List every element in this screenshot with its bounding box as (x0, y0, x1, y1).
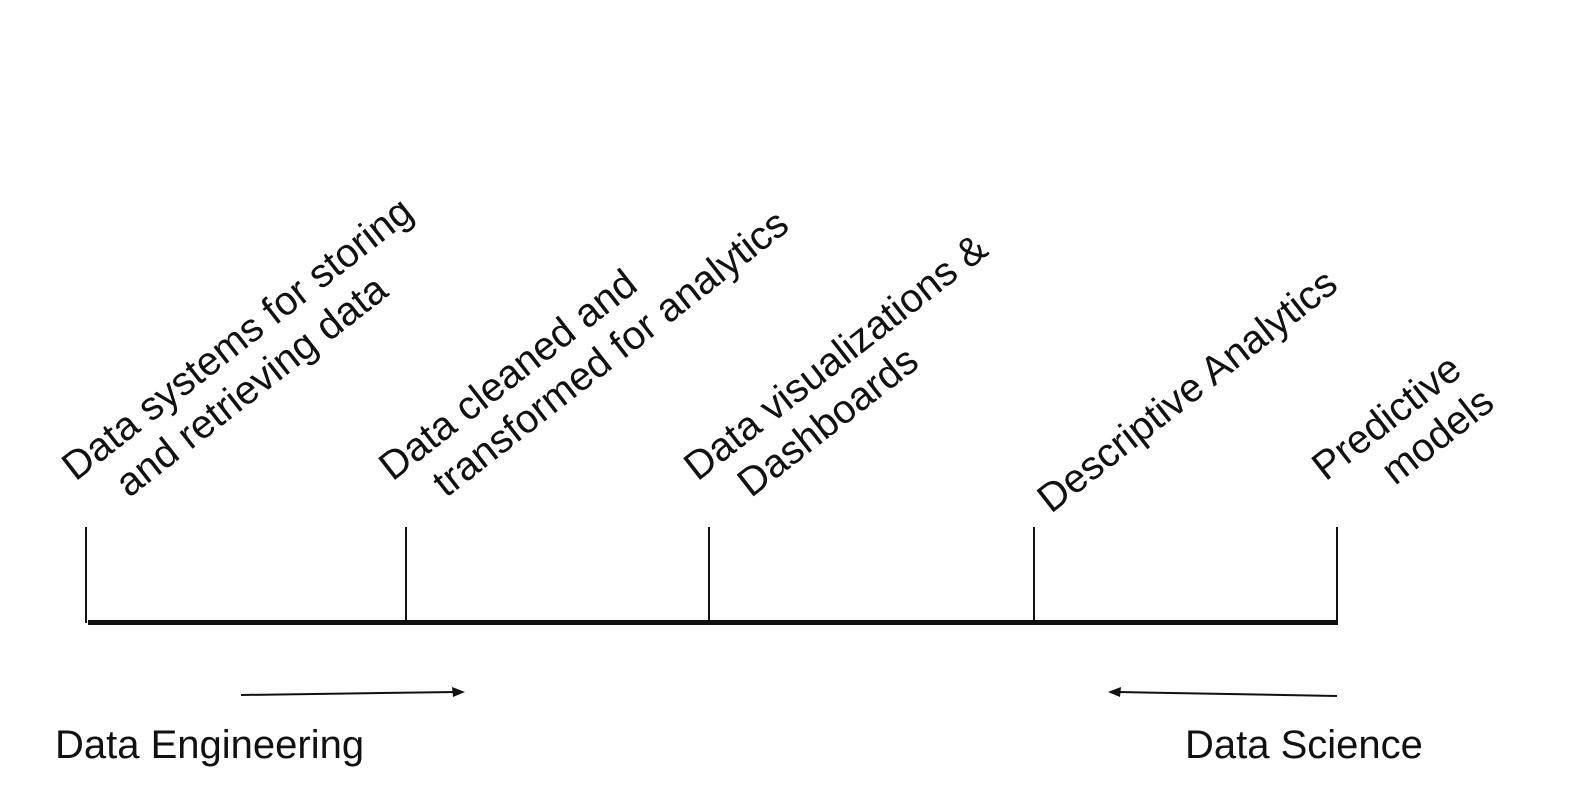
stage-label-line: Data systems for storing (53, 188, 421, 489)
stage-tick (1336, 527, 1338, 623)
role-label-data-engineering: Data Engineering (55, 723, 365, 767)
role-label-data-science: Data Science (1185, 723, 1423, 767)
stage-label-line: Descriptive Analytics (1029, 260, 1346, 522)
stage-tick (85, 527, 87, 623)
arrow-left-icon (1108, 687, 1338, 697)
stage-tick (708, 527, 710, 623)
stage-tick (1033, 527, 1035, 623)
spectrum-baseline (88, 620, 1338, 625)
arrow-right-icon (240, 687, 465, 697)
stage-tick (405, 527, 407, 623)
